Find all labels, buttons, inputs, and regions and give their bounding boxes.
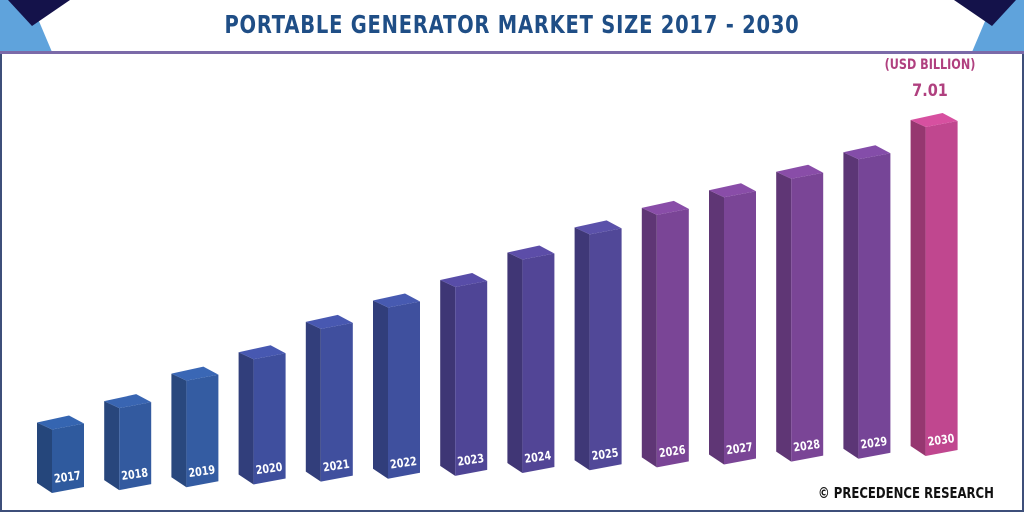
bar-top-2028 <box>776 164 824 179</box>
bar-side-2030 <box>910 119 926 456</box>
tick-label-2025: 2025 <box>591 445 619 463</box>
tick-label-2027: 2027 <box>725 440 753 458</box>
tick-label-2028: 2028 <box>792 437 820 455</box>
bar-2018: 2018 <box>104 394 152 491</box>
bar-side-2024 <box>507 252 523 474</box>
chart-title: PORTABLE GENERATOR MARKET SIZE 2017 - 20… <box>224 10 800 39</box>
bar-front-2024 <box>522 253 555 474</box>
credit-text: © PRECEDENCE RESEARCH <box>818 484 994 502</box>
bar-side-2020 <box>238 352 254 485</box>
bar-2030: 2030 <box>910 112 958 456</box>
bar-front-2030 <box>925 120 958 456</box>
bar-side-2021 <box>305 321 321 482</box>
data-label-2030: 7.01 <box>912 81 948 101</box>
bar-side-2026 <box>641 207 657 468</box>
bar-2024: 2024 <box>507 245 555 474</box>
bar-2019: 2019 <box>171 366 219 488</box>
tick-label-2019: 2019 <box>188 463 216 481</box>
bar-top-2022 <box>373 293 420 308</box>
bar-side-2028 <box>776 171 792 462</box>
bar-side-2027 <box>709 190 724 465</box>
left-corner-dark <box>8 0 70 26</box>
bar-front-2020 <box>253 353 286 485</box>
bar-2028: 2028 <box>776 164 824 462</box>
bar-top-2025 <box>574 220 622 235</box>
bar-front-2019 <box>186 374 219 488</box>
right-corner-dark <box>954 0 1016 26</box>
bar-top-2030 <box>910 112 958 127</box>
tick-label-2021: 2021 <box>322 457 350 475</box>
bar-front-2025 <box>589 228 622 471</box>
bar-front-2023 <box>455 281 488 476</box>
bar-side-2019 <box>171 373 187 488</box>
bar-front-2027 <box>724 191 756 465</box>
bar-2025: 2025 <box>574 220 622 471</box>
bar-side-2025 <box>574 227 590 471</box>
bar-top-2029 <box>843 145 891 160</box>
bar-side-2017 <box>37 422 52 493</box>
bar-side-2029 <box>843 152 859 459</box>
bar-2026: 2026 <box>641 200 689 468</box>
bar-2017: 2017 <box>37 415 84 493</box>
bar-front-2018 <box>119 402 152 491</box>
bar-top-2021 <box>305 314 353 329</box>
left-corner-decoration <box>0 0 52 52</box>
bar-front-2017 <box>52 423 84 493</box>
tick-label-2022: 2022 <box>389 454 417 472</box>
bar-top-2019 <box>171 366 219 381</box>
bar-front-2028 <box>791 172 824 462</box>
title-band <box>0 0 1024 52</box>
tick-label-2030: 2030 <box>927 431 956 449</box>
tick-label-2023: 2023 <box>456 451 484 469</box>
bar-top-2023 <box>440 273 488 288</box>
bar-side-2023 <box>440 280 456 476</box>
bar-front-2026 <box>656 208 689 468</box>
bar-2029: 2029 <box>843 145 891 459</box>
bar-side-2022 <box>373 300 388 479</box>
bar-2027: 2027 <box>709 183 756 465</box>
tick-label-2029: 2029 <box>860 434 888 452</box>
bar-top-2018 <box>104 394 152 409</box>
bar-side-2018 <box>104 401 120 491</box>
title-divider <box>0 51 1024 54</box>
bar-top-2026 <box>641 200 689 215</box>
tick-label-2024: 2024 <box>524 448 553 466</box>
bar-2023: 2023 <box>440 273 488 476</box>
tick-label-2018: 2018 <box>120 465 148 483</box>
right-corner-decoration <box>972 0 1024 52</box>
unit-label: (USD BILLION) <box>884 57 976 73</box>
bar-front-2029 <box>858 153 891 459</box>
bar-top-2020 <box>238 345 286 360</box>
bar-2020: 2020 <box>238 345 286 485</box>
tick-label-2017: 2017 <box>53 468 81 486</box>
tick-label-2026: 2026 <box>658 443 686 461</box>
bar-top-2017 <box>37 415 84 430</box>
bar-front-2021 <box>320 322 353 482</box>
bar-front-2022 <box>388 301 420 479</box>
bar-top-2024 <box>507 245 555 260</box>
bar-top-2027 <box>709 183 756 198</box>
bar-2021: 2021 <box>305 314 353 482</box>
tick-label-2020: 2020 <box>255 460 284 478</box>
bar-2022: 2022 <box>373 293 420 479</box>
